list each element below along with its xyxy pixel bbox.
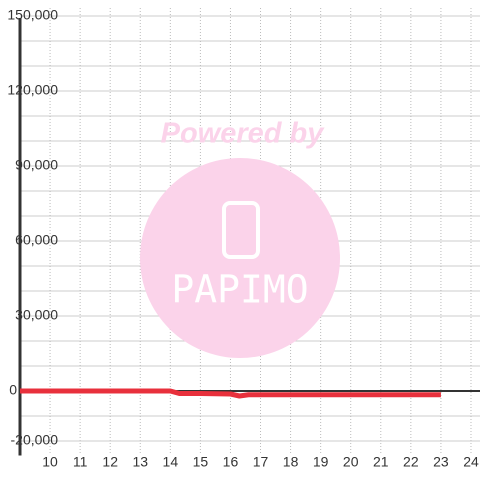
data-line [20,388,441,399]
y-tick-label: 30,000 [15,307,58,323]
x-tick-label: 24 [463,454,479,470]
x-tick-label: 12 [102,454,118,470]
y-tick-label: 0 [9,382,17,398]
x-tick-label: 20 [343,454,359,470]
x-tick-label: 14 [163,454,179,470]
y-tick-label: 60,000 [15,232,58,248]
x-tick-label: 16 [223,454,239,470]
watermark-text: Powered by [161,118,326,150]
x-tick-label: 17 [253,454,269,470]
x-tick-label: 13 [132,454,148,470]
phone-icon [222,201,260,259]
x-tick-label: 23 [433,454,449,470]
x-tick-label: 10 [42,454,58,470]
x-tick-label: 15 [193,454,209,470]
watermark-logo: PAPIMO [171,268,308,312]
y-tick-label: 90,000 [15,157,58,173]
watermark: Powered by PAPIMO [140,118,340,358]
y-tick-label: 120,000 [7,82,58,98]
y-tick-label: 150,000 [7,7,58,23]
x-tick-label: 21 [373,454,389,470]
x-tick-label: 11 [73,454,88,470]
x-tick-label: 18 [283,454,299,470]
x-tick-label: 19 [313,454,329,470]
y-tick-label: -20,000 [11,432,59,448]
x-tick-label: 22 [403,454,419,470]
